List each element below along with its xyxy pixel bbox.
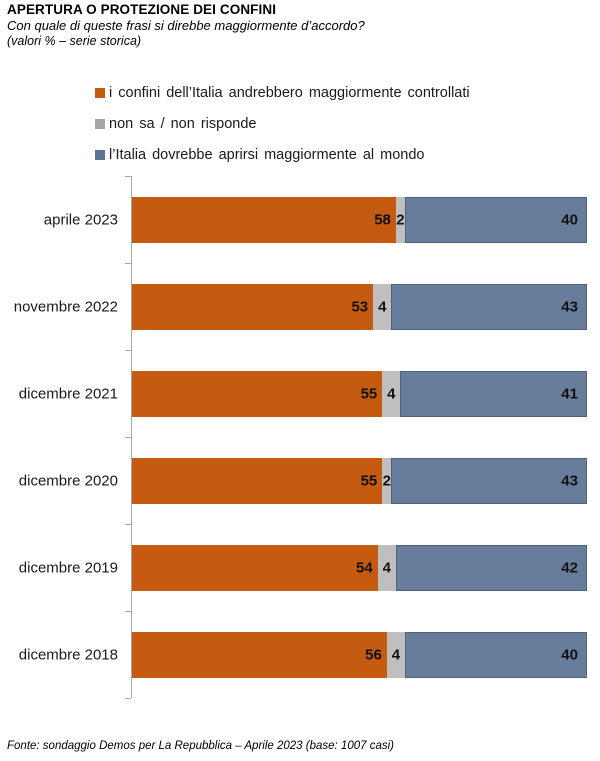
- value-label-aprirsi-mondo: 42: [561, 559, 578, 577]
- value-label-aprirsi-mondo: 40: [561, 646, 578, 664]
- legend-swatch-non-sa-icon: [95, 119, 105, 129]
- value-label-non-sa: 4: [391, 646, 401, 664]
- bar-segment-non-sa: 4: [377, 545, 396, 591]
- value-label-confini-controllati: 55: [360, 385, 378, 403]
- value-label-aprirsi-mondo: 43: [561, 298, 578, 316]
- bar-segment-non-sa: 4: [382, 371, 401, 417]
- value-label-non-sa: 4: [382, 559, 391, 577]
- stacked-bar-row: 53 4 43: [132, 284, 587, 330]
- value-label-non-sa: 4: [387, 385, 396, 403]
- value-label-confini-controllati: 55: [360, 472, 378, 490]
- value-label-aprirsi-mondo: 40: [561, 211, 578, 229]
- axis-tick: [125, 611, 131, 612]
- stacked-bar-row: 54 4 42: [132, 545, 587, 591]
- legend-item-confini-controllati: i confini dell’Italia andrebbero maggior…: [95, 85, 470, 101]
- legend-label-confini-controllati: i confini dell’Italia andrebbero maggior…: [109, 85, 470, 101]
- axis-tick: [125, 263, 131, 264]
- axis-tick: [125, 698, 131, 699]
- bar-segment-confini-controllati: 55: [132, 458, 383, 504]
- value-label-non-sa: 4: [378, 298, 387, 316]
- legend-swatch-aprirsi-mondo-icon: [95, 150, 105, 160]
- chart-title: APERTURA O PROTEZIONE DEI CONFINI: [7, 2, 277, 17]
- bar-segment-aprirsi-mondo: 40: [404, 632, 587, 678]
- bar-segment-aprirsi-mondo: 43: [391, 284, 587, 330]
- legend-item-aprirsi-mondo: l’Italia dovrebbe aprirsi maggiormente a…: [95, 147, 470, 163]
- bar-segment-confini-controllati: 53: [132, 284, 374, 330]
- legend-label-aprirsi-mondo: l’Italia dovrebbe aprirsi maggiormente a…: [109, 147, 425, 163]
- stacked-bar-row: 55 2 43: [132, 458, 587, 504]
- bar-segment-aprirsi-mondo: 43: [391, 458, 587, 504]
- category-label: novembre 2022: [13, 298, 118, 316]
- category-label: dicembre 2021: [18, 385, 118, 403]
- axis-tick: [125, 350, 131, 351]
- bar-segment-confini-controllati: 56: [132, 632, 387, 678]
- y-axis-line: [131, 176, 132, 698]
- category-label: dicembre 2020: [18, 472, 118, 490]
- value-label-confini-controllati: 58: [374, 211, 391, 229]
- bar-segment-aprirsi-mondo: 41: [400, 371, 587, 417]
- bar-segment-non-sa: 4: [386, 632, 405, 678]
- chart-note: (valori % – serie storica): [7, 34, 142, 48]
- legend-item-non-sa: non sa / non risponde: [95, 116, 470, 132]
- stacked-bar-row: 58 2 40: [132, 197, 587, 243]
- value-label-aprirsi-mondo: 41: [561, 385, 578, 403]
- axis-tick: [125, 176, 131, 177]
- bar-segment-non-sa: 2: [382, 458, 392, 504]
- stacked-bar-row: 56 4 40: [132, 632, 587, 678]
- chart-subtitle: Con quale di queste frasi si direbbe mag…: [7, 18, 365, 33]
- bar-segment-confini-controllati: 54: [132, 545, 378, 591]
- category-label: dicembre 2018: [18, 646, 118, 664]
- axis-tick: [125, 437, 131, 438]
- category-label: aprile 2023: [43, 211, 118, 229]
- value-label-non-sa: 2: [382, 472, 391, 490]
- value-label-confini-controllati: 54: [356, 559, 373, 577]
- value-label-non-sa: 2: [396, 211, 405, 229]
- bar-segment-aprirsi-mondo: 40: [404, 197, 587, 243]
- bar-segment-confini-controllati: 58: [132, 197, 396, 243]
- bar-segment-confini-controllati: 55: [132, 371, 383, 417]
- bar-segment-non-sa: 4: [373, 284, 392, 330]
- category-label: dicembre 2019: [18, 559, 118, 577]
- chart-legend: i confini dell’Italia andrebbero maggior…: [95, 85, 470, 178]
- source-note: Fonte: sondaggio Demos per La Repubblica…: [7, 740, 394, 752]
- value-label-confini-controllati: 56: [365, 646, 382, 664]
- value-label-aprirsi-mondo: 43: [561, 472, 578, 490]
- axis-tick: [125, 524, 131, 525]
- chart-header: APERTURA O PROTEZIONE DEI CONFINI Con qu…: [7, 2, 365, 49]
- legend-label-non-sa: non sa / non risponde: [109, 116, 257, 132]
- stacked-bar-row: 55 4 41: [132, 371, 587, 417]
- bar-segment-non-sa: 2: [395, 197, 405, 243]
- bar-segment-aprirsi-mondo: 42: [395, 545, 587, 591]
- value-label-confini-controllati: 53: [351, 298, 369, 316]
- legend-swatch-confini-controllati-icon: [95, 88, 105, 98]
